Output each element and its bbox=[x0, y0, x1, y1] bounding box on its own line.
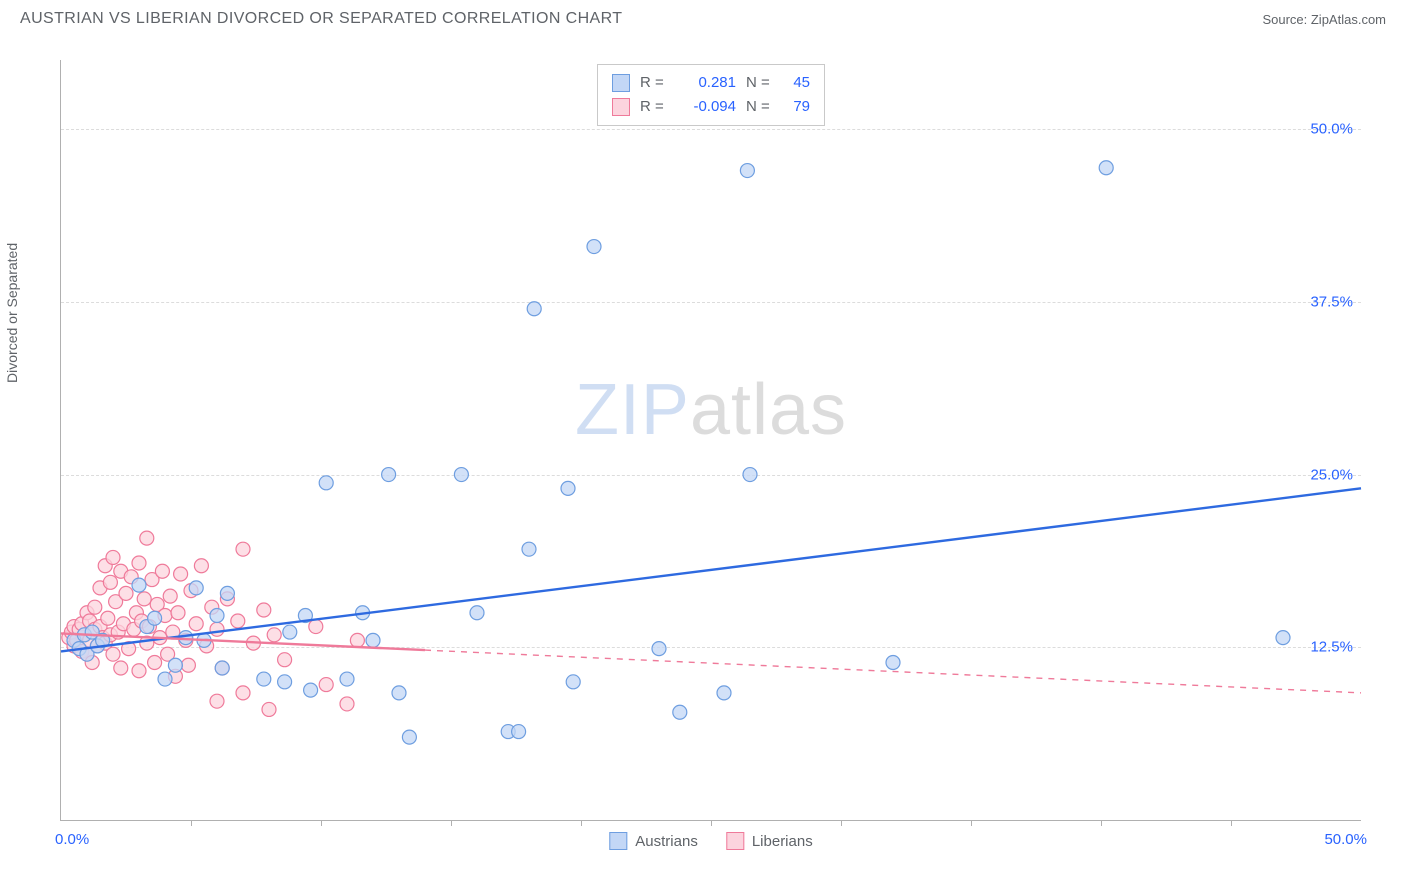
plot-area: ZIPatlas R =0.281N =45R =-0.094N =79 0.0… bbox=[60, 60, 1361, 821]
series-legend: Austrians Liberians bbox=[609, 832, 812, 850]
chart-title: AUSTRIAN VS LIBERIAN DIVORCED OR SEPARAT… bbox=[20, 10, 622, 28]
trend-line-solid bbox=[61, 488, 1361, 651]
x-axis-max: 50.0% bbox=[1324, 831, 1367, 848]
correlation-legend: R = 0.281 N = 45 R = -0.094 N = 79 bbox=[597, 64, 825, 126]
x-tick bbox=[581, 820, 582, 826]
legend-N-label: N = bbox=[746, 71, 772, 95]
legend-row: R = 0.281 N = 45 bbox=[612, 71, 810, 95]
legend-swatch bbox=[726, 832, 744, 850]
x-tick bbox=[191, 820, 192, 826]
trend-line-dashed bbox=[425, 650, 1361, 693]
y-axis-label: Divorced or Separated bbox=[4, 243, 20, 383]
legend-label: Liberians bbox=[752, 833, 813, 850]
x-tick bbox=[1101, 820, 1102, 826]
legend-R-label: R = bbox=[640, 95, 666, 119]
x-tick bbox=[841, 820, 842, 826]
legend-label: Austrians bbox=[635, 833, 698, 850]
legend-R-value: 0.281 bbox=[676, 71, 736, 95]
x-tick bbox=[451, 820, 452, 826]
legend-row: R = -0.094 N = 79 bbox=[612, 95, 810, 119]
legend-swatch bbox=[609, 832, 627, 850]
legend-swatch bbox=[612, 74, 630, 92]
x-tick bbox=[971, 820, 972, 826]
chart-container: Divorced or Separated ZIPatlas R =0.281N… bbox=[40, 50, 1380, 840]
legend-N-value: 45 bbox=[782, 71, 810, 95]
legend-item: Liberians bbox=[726, 832, 813, 850]
trend-line-solid bbox=[61, 633, 425, 650]
legend-R-label: R = bbox=[640, 71, 666, 95]
x-tick bbox=[711, 820, 712, 826]
legend-N-value: 79 bbox=[782, 95, 810, 119]
legend-R-value: -0.094 bbox=[676, 95, 736, 119]
legend-item: Austrians bbox=[609, 832, 698, 850]
legend-N-label: N = bbox=[746, 95, 772, 119]
x-tick bbox=[1231, 820, 1232, 826]
legend-swatch bbox=[612, 98, 630, 116]
x-tick bbox=[321, 820, 322, 826]
chart-header: AUSTRIAN VS LIBERIAN DIVORCED OR SEPARAT… bbox=[0, 0, 1406, 34]
chart-source: Source: ZipAtlas.com bbox=[1262, 12, 1386, 27]
x-axis-min: 0.0% bbox=[55, 831, 89, 848]
trend-lines bbox=[61, 60, 1361, 820]
